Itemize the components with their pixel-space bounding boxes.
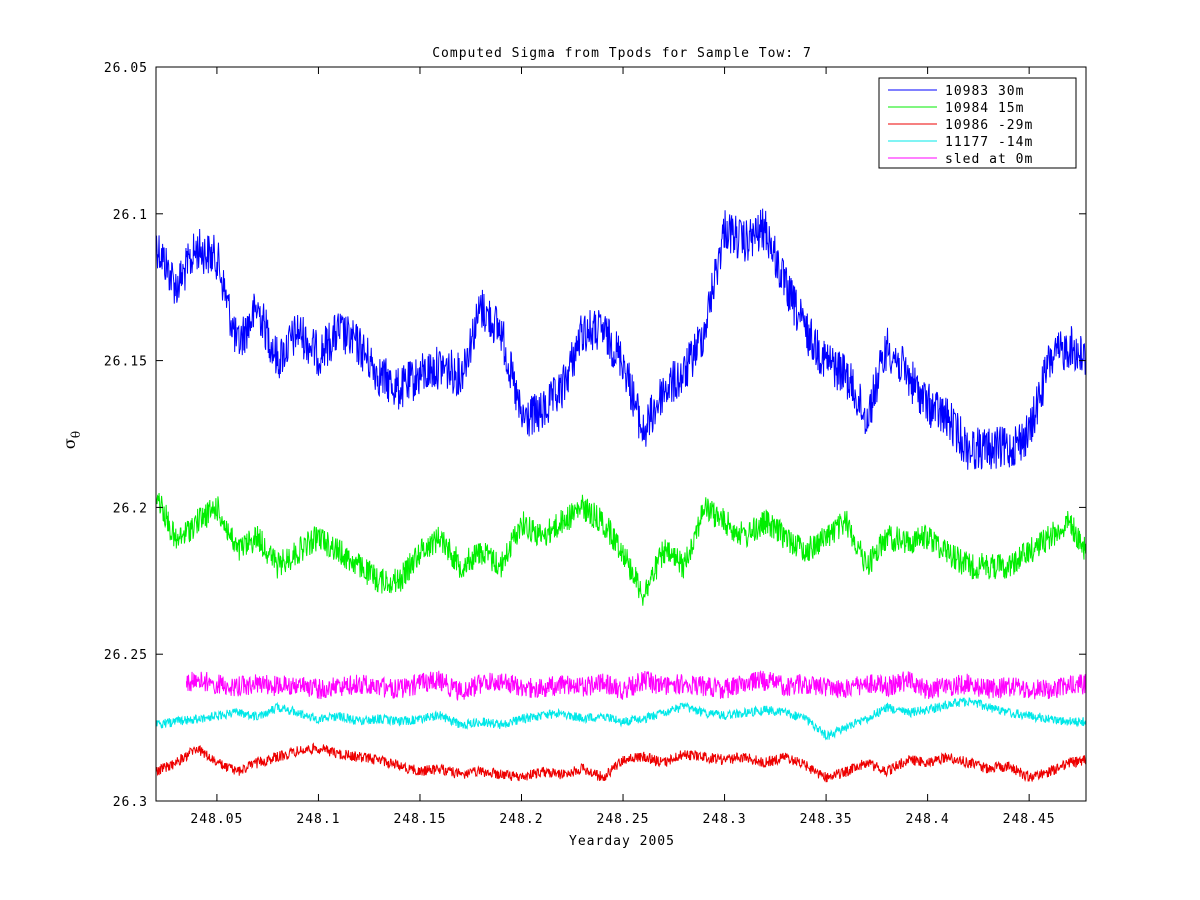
y-axis-label-symbol: σ [60,438,79,449]
y-axis-label: σθ [60,431,83,449]
series-line-5 [185,670,1086,701]
series-layer [156,208,1086,783]
x-tick-label: 248.25 [597,812,650,827]
x-axis-label: Yearday 2005 [569,834,675,849]
y-tick-label: 26.25 [104,648,148,663]
legend-label-4: 11177 -14m [945,135,1033,150]
x-tick-label: 248.05 [190,812,243,827]
legend-label-1: 10983 30m [945,84,1024,99]
y-axis-label-subscript: θ [69,431,83,438]
svg-text:σθ: σθ [60,431,83,449]
x-tick-label: 248.15 [393,812,446,827]
y-tick-label: 26.05 [104,61,148,76]
legend-label-5: sled at 0m [945,152,1033,167]
y-tick-label: 26.1 [113,208,148,223]
x-tick-label: 248.35 [800,812,853,827]
axis-ticks: 248.05 248.1 248.15 248.2 248.25 248.3 248.35 2… [104,61,1086,827]
series-line-4 [156,697,1086,741]
x-tick-label: 248.3 [702,812,746,827]
x-tick-label: 248.4 [906,812,950,827]
x-tick-label: 248.45 [1003,812,1056,827]
legend-label-3: 10986 -29m [945,118,1033,133]
series-line-1 [156,208,1086,470]
plot-area-frame [155,66,1087,802]
x-tick-label: 248.2 [499,812,543,827]
y-tick-label: 26.3 [113,795,148,810]
legend: 10983 30m 10984 15m 10986 -29m 11177 -14m sl… [878,77,1077,169]
chart-title: Computed Sigma from Tpods for Sample Tow… [432,46,812,61]
legend-box [878,77,1077,169]
x-tick-label: 248.1 [296,812,340,827]
y-tick-label: 26.15 [104,355,148,370]
series-line-2 [156,493,1086,606]
series-line-3 [156,742,1086,783]
legend-label-2: 10984 15m [945,101,1024,116]
y-tick-label: 26.2 [113,501,148,516]
